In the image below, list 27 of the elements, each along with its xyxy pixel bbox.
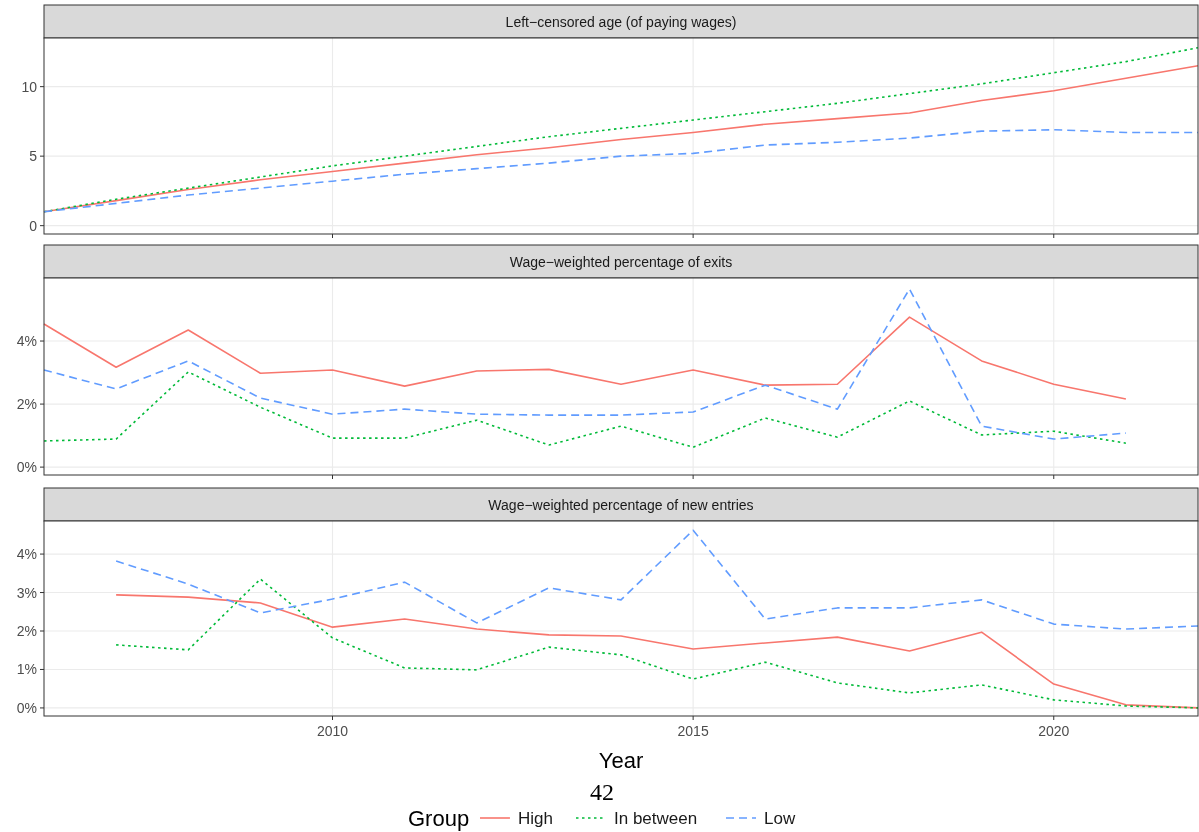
y-tick-label: 4%	[16, 546, 37, 563]
legend-label: High	[518, 809, 553, 828]
y-tick-label: 2%	[16, 396, 37, 413]
legend-label: In between	[614, 809, 698, 828]
line-series	[115, 529, 1199, 630]
y-tick-label: 0%	[16, 459, 37, 476]
chart-title: Wage−weighted percentage of new entries	[488, 496, 754, 513]
line-series	[43, 316, 1127, 400]
x-axis-title: Year	[598, 748, 644, 773]
y-tick-label: 4%	[16, 333, 37, 350]
x-tick-label: 2020	[1038, 723, 1070, 739]
chart-title: Wage−weighted percentage of exits	[509, 253, 733, 270]
y-tick-label: 3%	[16, 584, 37, 601]
x-tick-label: 2015	[677, 723, 709, 739]
legend-label: Low	[764, 809, 796, 828]
x-tick-label: 2010	[316, 723, 349, 739]
line-series	[43, 371, 1127, 449]
legend-title: Group	[408, 806, 470, 831]
line-series	[43, 288, 1127, 440]
y-tick-label: 0	[29, 217, 38, 234]
y-tick-label: 1%	[16, 661, 37, 678]
y-tick-label: 5	[29, 148, 38, 165]
y-tick-label: 10	[21, 78, 38, 95]
y-tick-label: 2%	[16, 623, 37, 639]
text: 42	[590, 779, 614, 805]
y-tick-label: 0%	[16, 699, 37, 716]
chart-title: Left−censored age (of paying wages)	[505, 13, 737, 30]
